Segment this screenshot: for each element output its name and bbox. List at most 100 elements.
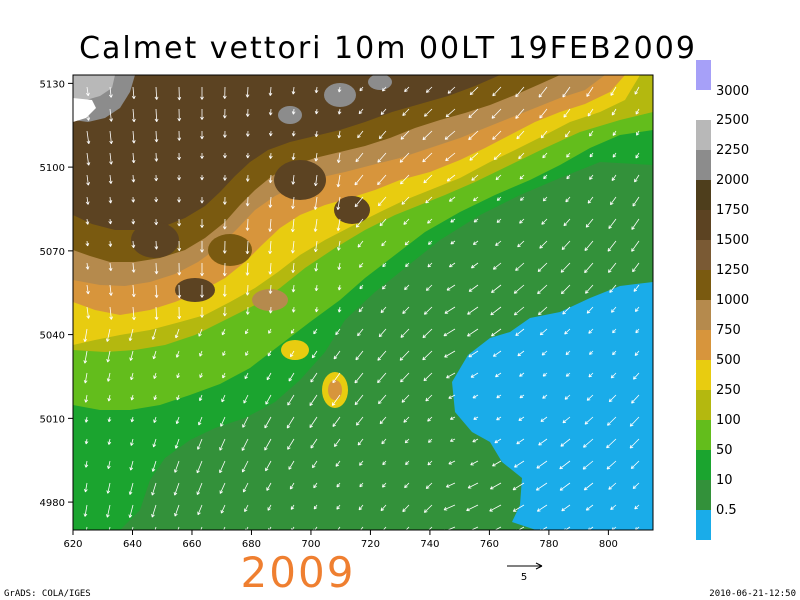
- wind-vector: [200, 131, 204, 140]
- wind-vector: [611, 174, 617, 181]
- wind-vector: [632, 196, 640, 207]
- wind-vector: [611, 108, 617, 116]
- legend-label: 3000: [716, 84, 749, 99]
- wind-vector: [84, 394, 89, 403]
- wind-vector: [467, 482, 479, 489]
- wind-vector: [313, 174, 318, 187]
- wind-vector: [654, 439, 662, 448]
- wind-vector: [242, 482, 249, 493]
- wind-vector: [177, 152, 181, 161]
- wind-vector: [535, 482, 548, 491]
- wind-vector: [425, 394, 433, 402]
- wind-vector: [634, 504, 640, 510]
- wind-vector: [154, 174, 159, 182]
- color-legend: 0.5 10 50 100 250 500 750 1000 1250 1500 1750 2000 2…: [696, 60, 749, 540]
- wind-vector: [268, 130, 273, 137]
- wind-vector: [107, 416, 112, 423]
- wind-vector: [245, 152, 250, 159]
- legend-swatch: [696, 480, 711, 510]
- wind-vector: [404, 284, 410, 291]
- wind-vector: [359, 262, 364, 268]
- wind-vector: [473, 196, 479, 202]
- wind-vector: [473, 218, 479, 223]
- wind-vector: [200, 285, 204, 298]
- peak: [252, 289, 288, 311]
- wind-vector: [609, 284, 617, 293]
- wind-vector: [314, 306, 319, 313]
- wind-vector: [538, 438, 548, 446]
- wind-vector: [313, 504, 318, 510]
- wind-vector: [404, 482, 410, 489]
- wind-vector: [109, 152, 113, 165]
- legend-swatch: [696, 390, 711, 420]
- sea-area: [452, 282, 653, 530]
- wind-vector: [382, 284, 387, 290]
- wind-vector: [542, 196, 548, 202]
- wind-vector: [177, 306, 182, 320]
- wind-vector: [587, 526, 594, 530]
- wind-vector: [566, 174, 571, 180]
- wind-vector: [377, 174, 387, 186]
- wind-vector: [469, 152, 479, 161]
- wind-vector: [106, 350, 111, 363]
- wind-vector: [589, 152, 594, 158]
- wind-vector: [355, 218, 364, 228]
- wind-vector: [130, 394, 135, 401]
- wind-vector: [358, 108, 364, 115]
- wind-vector: [337, 130, 342, 139]
- wind-vector: [400, 174, 410, 185]
- wind-vector: [291, 174, 296, 185]
- wind-vector: [588, 328, 594, 334]
- wind-vector: [448, 394, 456, 399]
- wind-vector: [423, 174, 433, 184]
- wind-vector: [173, 482, 180, 496]
- wind-vector: [245, 284, 250, 296]
- legend-swatch: [696, 180, 711, 210]
- legend-label: 50: [716, 443, 733, 458]
- wind-vector: [473, 416, 479, 420]
- wind-vector: [610, 86, 617, 96]
- wind-vector: [336, 196, 341, 211]
- wind-vector: [241, 438, 249, 451]
- y-tick-label: 5040: [40, 331, 65, 342]
- wind-vector: [657, 263, 662, 271]
- wind-vector: [200, 526, 203, 530]
- wind-vector: [659, 153, 663, 159]
- wind-vector: [354, 174, 364, 186]
- wind-vector: [131, 86, 136, 100]
- wind-vector: [490, 306, 502, 316]
- wind-vector: [360, 526, 364, 530]
- wind-vector: [359, 284, 364, 290]
- wind-vector: [151, 504, 157, 518]
- peak: [368, 75, 392, 90]
- wind-vector: [223, 174, 227, 181]
- wind-vector: [450, 218, 456, 223]
- wind-vector: [470, 262, 479, 269]
- wind-vector: [402, 306, 410, 314]
- wind-vector: [518, 416, 525, 421]
- wind-vector: [288, 460, 295, 470]
- wind-vector: [635, 152, 640, 159]
- wind-vector: [565, 130, 571, 138]
- wind-vector: [131, 284, 136, 298]
- wind-vector: [264, 438, 272, 451]
- wind-vector: [264, 416, 272, 429]
- wind-vector: [636, 130, 640, 136]
- wind-vector: [309, 416, 318, 428]
- wind-vector: [631, 394, 640, 404]
- wind-vector: [291, 306, 296, 313]
- peak: [334, 196, 370, 224]
- wind-vector: [268, 328, 272, 334]
- wind-vector: [635, 108, 640, 115]
- wind-vector: [196, 482, 203, 496]
- wind-vector: [608, 262, 617, 273]
- wind-vector: [128, 328, 134, 342]
- wind-vector: [540, 416, 548, 422]
- wind-vector: [331, 394, 341, 406]
- wind-vector: [519, 174, 525, 180]
- level-2500-area: [73, 75, 115, 100]
- wind-vector: [196, 460, 203, 474]
- wind-vector: [655, 219, 662, 230]
- wind-vector: [336, 174, 341, 188]
- wind-vector: [86, 152, 91, 166]
